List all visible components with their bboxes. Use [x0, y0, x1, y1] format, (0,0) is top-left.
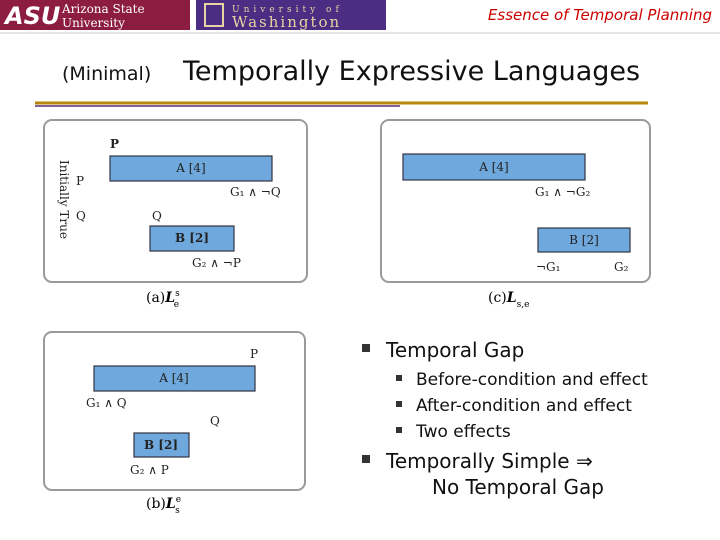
caption-sub: s [175, 506, 180, 516]
caption-symbol: L [165, 496, 176, 512]
action-label: A [4] [478, 160, 508, 174]
title: Temporally Expressive Languages [182, 56, 640, 87]
caption: (c)Ls,e [488, 290, 529, 310]
action-label: B [2] [144, 438, 178, 452]
label: G₁ ∧ Q [86, 396, 127, 410]
action-label: B [2] [175, 231, 209, 245]
bullet-marker [396, 375, 402, 381]
bullet-marker [396, 401, 402, 407]
action-bar [133, 432, 190, 458]
caption: (a)Ls e [146, 289, 180, 310]
caption-prefix: (a) [146, 290, 165, 306]
bullet: Temporal Gap [385, 338, 524, 362]
label: G₂ ∧ P [130, 463, 169, 477]
label: G₁ ∧ ¬G₂ [535, 185, 590, 199]
label: G₁ ∧ ¬Q [230, 185, 281, 199]
label: P [76, 174, 84, 188]
action-bar [402, 153, 586, 181]
caption-sub: s,e [517, 300, 530, 310]
side-label: Initially True [57, 160, 71, 239]
caption-sup: e [176, 495, 181, 505]
action-bar [537, 227, 631, 253]
diagram-frame [43, 119, 308, 283]
caption: (b)Le s [146, 495, 181, 516]
label: P [110, 137, 119, 151]
diagram-frame [380, 119, 651, 283]
caption-symbol: L [506, 290, 517, 306]
bullet-marker [362, 344, 370, 352]
action-label: A [4] [158, 371, 188, 385]
bullet-marker [362, 455, 370, 463]
asu-line2: University [62, 16, 125, 30]
bullet-marker [396, 427, 402, 433]
caption-sub: e [174, 300, 179, 310]
label: Q [210, 414, 220, 428]
uw-line1: University of [232, 5, 343, 15]
asu-line1: Arizona State [61, 2, 145, 16]
sub-bullet: Before-condition and effect [416, 370, 648, 390]
diagram-frame [43, 331, 306, 491]
asu-logo-bg [0, 0, 190, 30]
bullet: Temporally Simple ⇒ [385, 449, 593, 473]
uw-line2: Washington [232, 13, 341, 31]
sub-bullet: After-condition and effect [416, 396, 632, 416]
caption-prefix: (b) [146, 496, 166, 512]
label: P [250, 347, 258, 361]
label: ¬G₁ [536, 260, 560, 274]
topic: Essence of Temporal Planning [488, 6, 712, 24]
caption-symbol: L [164, 290, 175, 306]
asu-mark: ASU [3, 2, 60, 30]
label: Q [76, 209, 86, 223]
bullet-continuation: No Temporal Gap [432, 475, 604, 499]
sub-bullet: Two effects [415, 422, 511, 442]
label: G₂ ∧ ¬P [192, 256, 241, 270]
label: G₂ [614, 260, 629, 274]
action-label: B [2] [569, 233, 599, 247]
caption-sup: s [175, 289, 180, 299]
action-bar [149, 225, 235, 252]
caption-prefix: (c) [488, 290, 507, 306]
action-label: A [4] [175, 161, 205, 175]
uw-logo-bg [196, 0, 386, 30]
action-bar [109, 155, 273, 182]
label: Q [152, 209, 162, 223]
uw-emblem [204, 3, 224, 27]
action-bar [93, 365, 256, 392]
title-qualifier: (Minimal) [62, 63, 151, 85]
